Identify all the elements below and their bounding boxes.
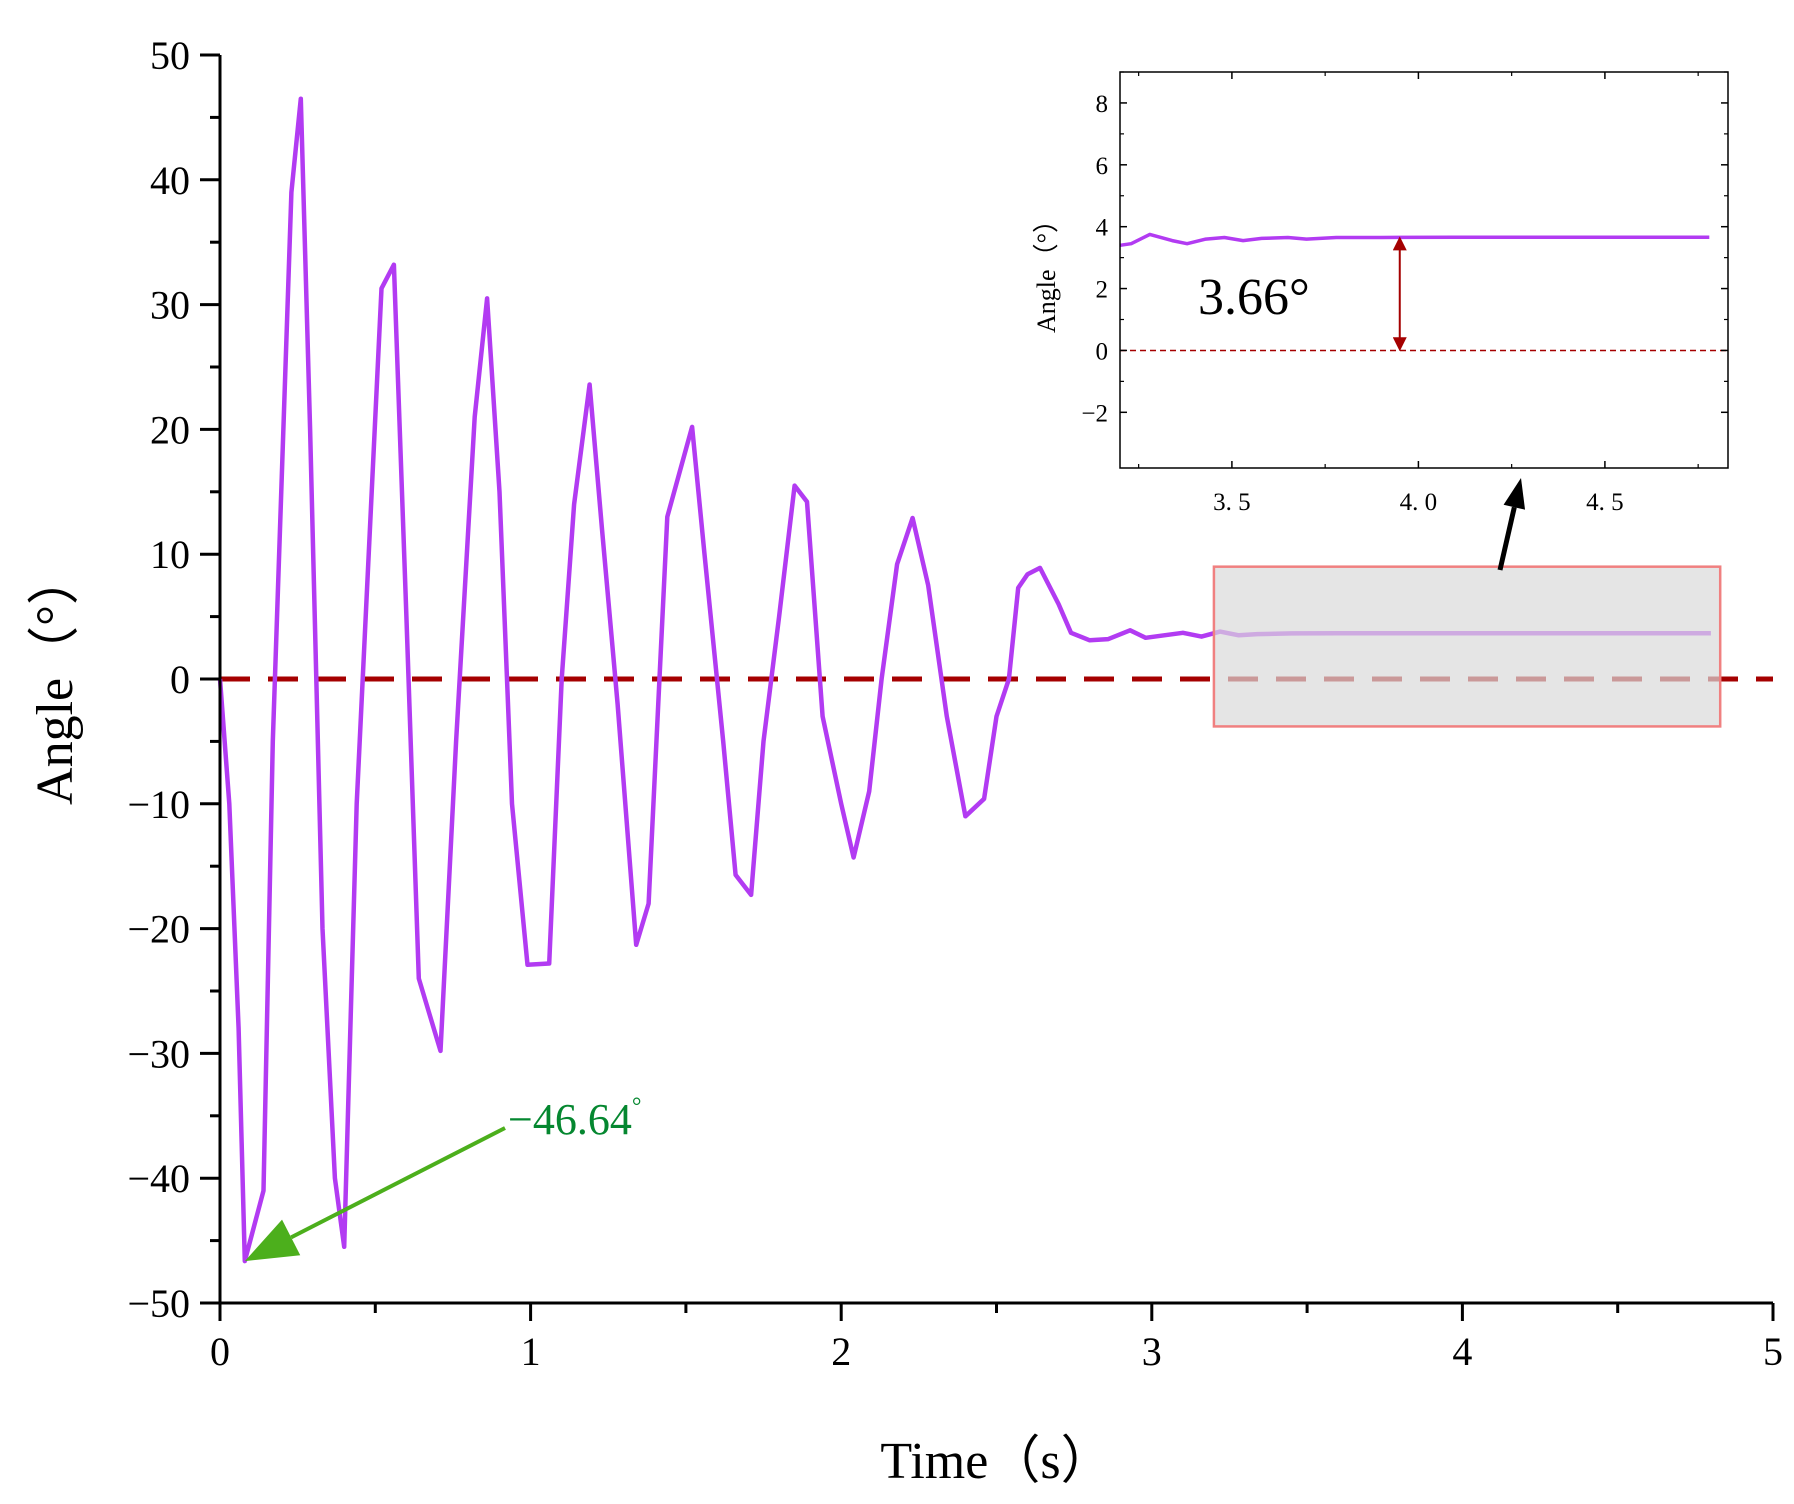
y-tick-label: −30 (127, 1031, 190, 1076)
inset-y-tick-label: 8 (1096, 91, 1109, 118)
inset-y-tick-label: −2 (1081, 400, 1108, 427)
y-tick-label: 10 (150, 532, 190, 577)
inset-x-tick-label: 4. 5 (1586, 489, 1624, 516)
y-tick-label: 30 (150, 283, 190, 328)
zoom-region-box (1212, 565, 1722, 728)
inset-background (1120, 72, 1728, 468)
min-value-degree: ° (632, 1094, 642, 1120)
x-tick-label: 5 (1763, 1329, 1783, 1374)
min-arrow-line (290, 1126, 506, 1240)
inset-angle-series-line (1119, 232, 1710, 248)
inset-frame (1119, 71, 1729, 469)
inset-y-tick-label: 0 (1096, 338, 1109, 365)
y-tick-label: 40 (150, 158, 190, 203)
inset-axes (1119, 71, 1729, 469)
offset-value-label: 3.66° (1198, 269, 1310, 326)
min-value-label: −46.64° (508, 1094, 641, 1144)
min-arrow-head (244, 1219, 301, 1262)
connector-arrow-head (1503, 478, 1526, 510)
x-tick-label: 4 (1452, 1329, 1472, 1374)
offset-annotation: 3.66° (1198, 236, 1407, 352)
y-tick-label: −50 (127, 1281, 190, 1326)
main-series-layer (217, 96, 1711, 1264)
inset-x-tick-label: 3. 5 (1213, 489, 1251, 516)
y-axis-title: Angle（°） (27, 553, 84, 805)
zoom-region-layer (1212, 565, 1722, 728)
inset-y-tick-label: 6 (1096, 153, 1109, 180)
angle-series-line (217, 96, 1711, 1264)
x-tick-label: 3 (1142, 1329, 1162, 1374)
inset-ticks: 8 6 4 2 0 −2 3. 5 4. 0 4. 5 (1081, 71, 1728, 516)
inset-y-tick-label: 4 (1096, 215, 1109, 242)
min-value-annotation: −46.64° (244, 1094, 641, 1262)
y-tick-label: −10 (127, 782, 190, 827)
inset-x-tick-label: 4. 0 (1400, 489, 1438, 516)
x-axis-title: Time（s） (880, 1433, 1112, 1490)
x-tick-label: 0 (210, 1329, 230, 1374)
y-tick-label: −20 (127, 907, 190, 952)
x-tick-label: 2 (831, 1329, 851, 1374)
inset-y-tick-label: 2 (1096, 277, 1109, 304)
inset-y-axis-title: Angle（°） (1032, 207, 1061, 333)
y-tick-label: −40 (127, 1156, 190, 1201)
y-tick-label: 20 (150, 407, 190, 452)
inset-chart: 8 6 4 2 0 −2 3. 5 4. 0 4. 5 Angle（°） 3.66° (1032, 71, 1729, 516)
y-tick-label: 0 (170, 657, 190, 702)
inset-series-layer (1119, 232, 1728, 352)
y-tick-label: 50 (150, 33, 190, 78)
connector-line (1497, 506, 1517, 571)
x-tick-label: 1 (521, 1329, 541, 1374)
min-value-text: −46.64 (508, 1095, 632, 1144)
inset-connector-arrow (1497, 478, 1526, 571)
